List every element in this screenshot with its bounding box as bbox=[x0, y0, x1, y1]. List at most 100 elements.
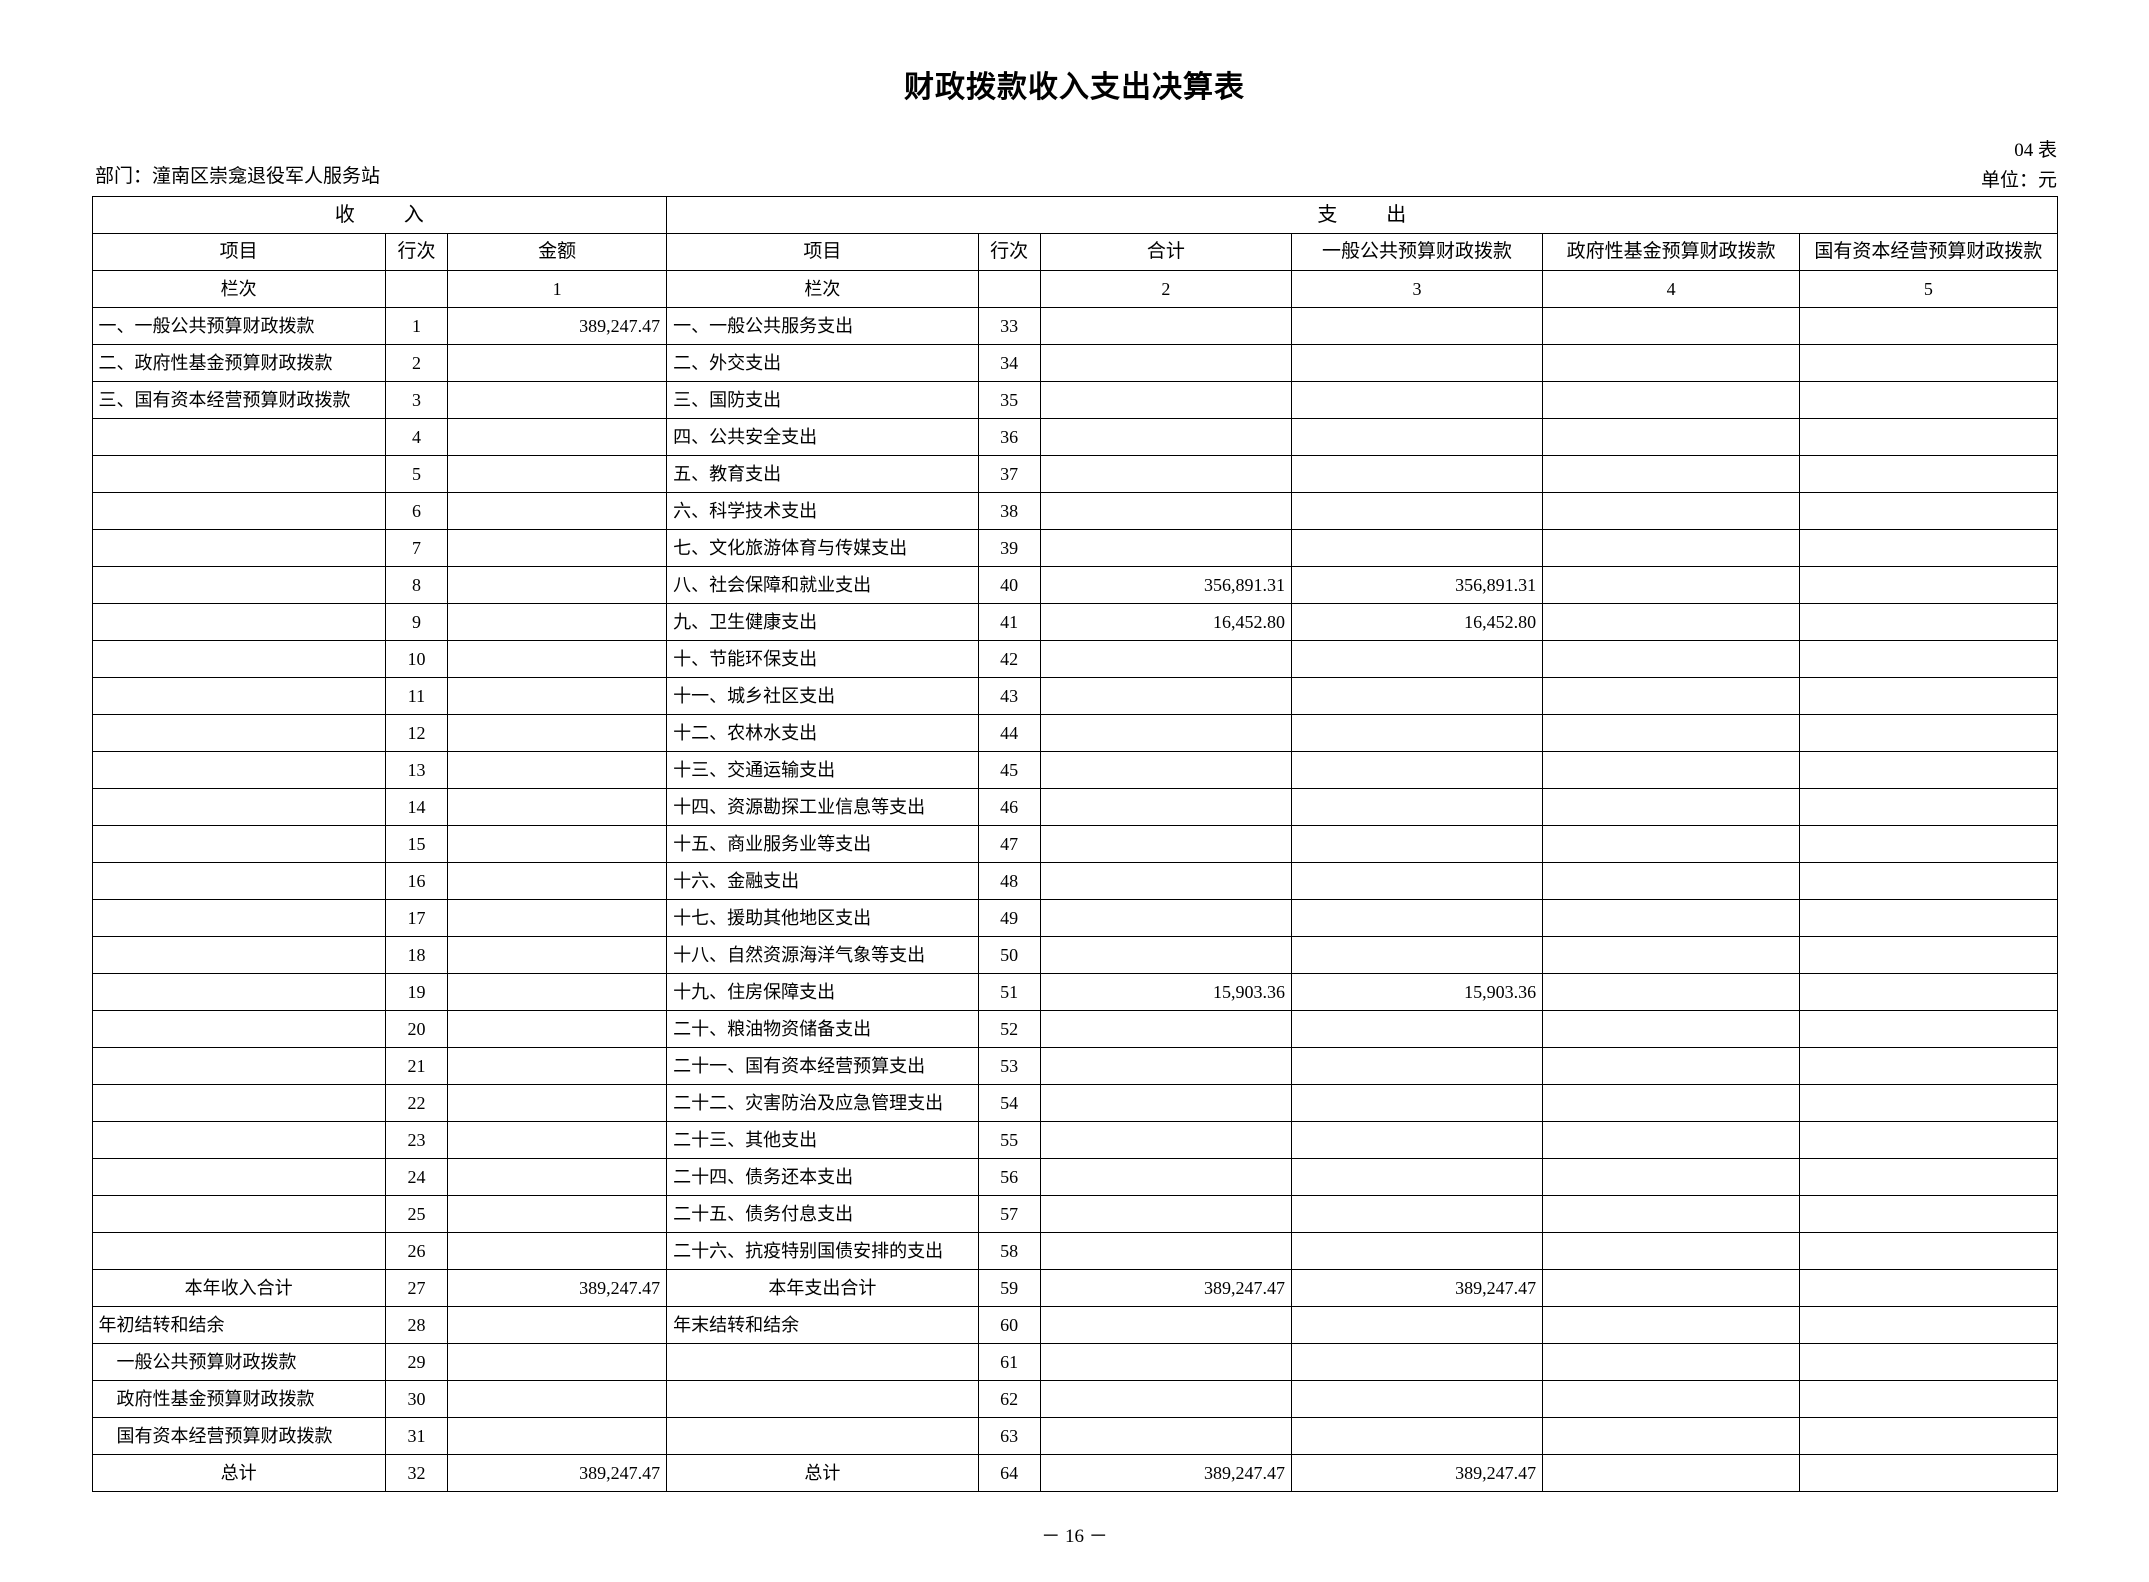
expenditure-line-number: 46 bbox=[977, 788, 1041, 826]
table-row: 25 二十五、债务付息支出 57 bbox=[91, 1195, 2058, 1233]
income-item-label bbox=[91, 1010, 386, 1048]
expenditure-total-value bbox=[1039, 529, 1292, 567]
expenditure-item-label: 年末结转和结余 bbox=[666, 1306, 979, 1344]
expenditure-general-public-value: 356,891.31 bbox=[1290, 566, 1544, 604]
income-group-header: 收 入 bbox=[91, 196, 668, 234]
expenditure-general-public-value bbox=[1290, 640, 1544, 678]
expenditure-line-number: 59 bbox=[977, 1269, 1041, 1307]
income-line-number: 13 bbox=[384, 751, 449, 789]
income-item-label bbox=[91, 788, 386, 826]
income-line-number: 32 bbox=[384, 1454, 449, 1492]
income-item-label bbox=[91, 1232, 386, 1270]
expenditure-line-number: 53 bbox=[977, 1047, 1041, 1085]
table-row: 21 二十一、国有资本经营预算支出 53 bbox=[91, 1047, 2058, 1085]
expenditure-state-capital-value bbox=[1799, 529, 2058, 567]
expenditure-group-label: 支 出 bbox=[1317, 203, 1429, 226]
expenditure-general-public-value bbox=[1290, 381, 1544, 419]
expenditure-line-number: 33 bbox=[977, 307, 1041, 345]
income-item-label bbox=[91, 714, 386, 752]
expenditure-gov-fund-value bbox=[1542, 1158, 1801, 1196]
table-row: 政府性基金预算财政拨款 30 62 bbox=[91, 1380, 2058, 1418]
income-amount-value bbox=[447, 899, 668, 937]
expenditure-item-label: 一、一般公共服务支出 bbox=[666, 307, 979, 345]
income-line-number: 11 bbox=[384, 677, 449, 715]
expenditure-gov-fund-value bbox=[1542, 1195, 1801, 1233]
table-row: 6 六、科学技术支出 38 bbox=[91, 492, 2058, 530]
income-item-label bbox=[91, 1047, 386, 1085]
income-item-label bbox=[91, 825, 386, 863]
income-amount-value bbox=[447, 1158, 668, 1196]
expenditure-line-number: 58 bbox=[977, 1232, 1041, 1270]
expenditure-item-label: 二十三、其他支出 bbox=[666, 1121, 979, 1159]
income-line-number: 3 bbox=[384, 381, 449, 419]
income-amount-value bbox=[447, 825, 668, 863]
expenditure-gov-fund-value bbox=[1542, 344, 1801, 382]
expenditure-item-label: 十四、资源勘探工业信息等支出 bbox=[666, 788, 979, 826]
expenditure-state-capital-value bbox=[1799, 1121, 2058, 1159]
expenditure-total-value bbox=[1039, 825, 1292, 863]
expenditure-state-capital-value bbox=[1799, 1084, 2058, 1122]
expenditure-general-public-value bbox=[1290, 788, 1544, 826]
expenditure-state-capital-value bbox=[1799, 418, 2058, 456]
expenditure-line-number: 57 bbox=[977, 1195, 1041, 1233]
table-row: 总计 32 389,247.47 总计 64 389,247.47 389,247.47 bbox=[91, 1454, 2058, 1492]
expenditure-line-number: 36 bbox=[977, 418, 1041, 456]
income-amount-value bbox=[447, 714, 668, 752]
expenditure-general-public-value bbox=[1290, 1121, 1544, 1159]
page-number: － 16 － bbox=[1041, 1526, 1108, 1547]
income-item-label bbox=[91, 1158, 386, 1196]
expenditure-item-label: 十一、城乡社区支出 bbox=[666, 677, 979, 715]
expenditure-gov-fund-value bbox=[1542, 751, 1801, 789]
expenditure-total-value: 16,452.80 bbox=[1039, 603, 1292, 641]
table-row: 一、一般公共预算财政拨款 1 389,247.47 一、一般公共服务支出 33 bbox=[91, 307, 2058, 345]
expenditure-state-capital-value bbox=[1799, 677, 2058, 715]
table-number: 04 表 bbox=[2014, 140, 2057, 161]
income-line-number: 18 bbox=[384, 936, 449, 974]
expenditure-total-value bbox=[1039, 1010, 1292, 1048]
income-line-number: 22 bbox=[384, 1084, 449, 1122]
table-row: 22 二十二、灾害防治及应急管理支出 54 bbox=[91, 1084, 2058, 1122]
income-item-label: 国有资本经营预算财政拨款 bbox=[91, 1417, 386, 1455]
expenditure-item-label: 十七、援助其他地区支出 bbox=[666, 899, 979, 937]
header-income-line: 行次 bbox=[384, 233, 449, 271]
expenditure-general-public-value: 389,247.47 bbox=[1290, 1269, 1544, 1307]
expenditure-state-capital-value bbox=[1799, 825, 2058, 863]
income-item-label: 本年收入合计 bbox=[91, 1269, 386, 1307]
expenditure-line-number: 45 bbox=[977, 751, 1041, 789]
income-item-label: 政府性基金预算财政拨款 bbox=[91, 1380, 386, 1418]
income-line-number: 1 bbox=[384, 307, 449, 345]
expenditure-gov-fund-value bbox=[1542, 714, 1801, 752]
expenditure-general-public-value bbox=[1290, 1380, 1544, 1418]
expenditure-item-label: 十三、交通运输支出 bbox=[666, 751, 979, 789]
header-exp-total: 合计 bbox=[1039, 233, 1292, 271]
expenditure-item-label: 十九、住房保障支出 bbox=[666, 973, 979, 1011]
header-income-amount: 金额 bbox=[447, 233, 668, 271]
expenditure-gov-fund-value bbox=[1542, 1417, 1801, 1455]
expenditure-gov-fund-value bbox=[1542, 1010, 1801, 1048]
table-row: 16 十六、金融支出 48 bbox=[91, 862, 2058, 900]
expenditure-state-capital-value bbox=[1799, 566, 2058, 604]
table-row: 15 十五、商业服务业等支出 47 bbox=[91, 825, 2058, 863]
expenditure-line-number: 60 bbox=[977, 1306, 1041, 1344]
income-amount-value bbox=[447, 751, 668, 789]
table-row: 18 十八、自然资源海洋气象等支出 50 bbox=[91, 936, 2058, 974]
expenditure-gov-fund-value bbox=[1542, 1343, 1801, 1381]
income-item-label: 一、一般公共预算财政拨款 bbox=[91, 307, 386, 345]
income-line-number: 16 bbox=[384, 862, 449, 900]
expenditure-general-public-value bbox=[1290, 1417, 1544, 1455]
income-line-number: 14 bbox=[384, 788, 449, 826]
expenditure-total-value bbox=[1039, 1380, 1292, 1418]
income-line-number: 17 bbox=[384, 899, 449, 937]
income-item-label bbox=[91, 936, 386, 974]
expenditure-line-number: 44 bbox=[977, 714, 1041, 752]
income-amount-value bbox=[447, 973, 668, 1011]
income-amount-value bbox=[447, 1306, 668, 1344]
income-item-label bbox=[91, 566, 386, 604]
lane-label-income: 栏次 bbox=[91, 270, 386, 308]
expenditure-item-label: 二十五、债务付息支出 bbox=[666, 1195, 979, 1233]
expenditure-item-label: 十二、农林水支出 bbox=[666, 714, 979, 752]
table-row: 14 十四、资源勘探工业信息等支出 46 bbox=[91, 788, 2058, 826]
header-income-item: 项目 bbox=[91, 233, 386, 271]
income-amount-value bbox=[447, 1343, 668, 1381]
lane-exp-general: 3 bbox=[1290, 270, 1544, 308]
